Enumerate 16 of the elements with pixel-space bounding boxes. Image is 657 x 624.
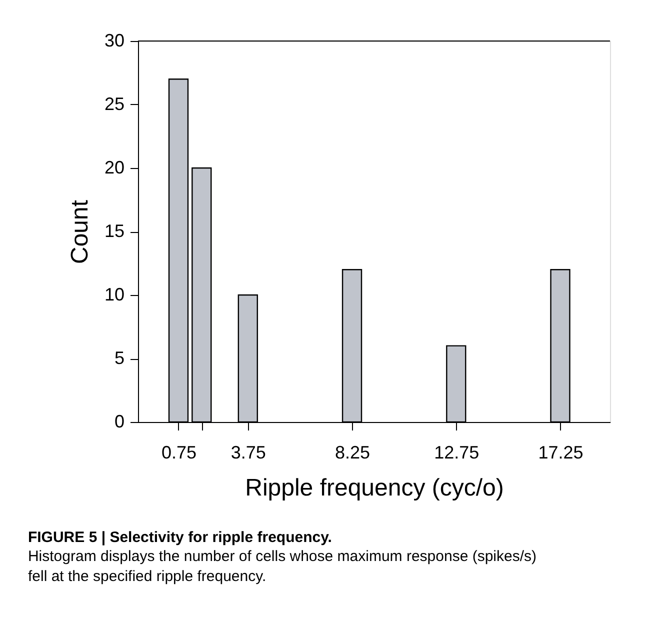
x-tick-label: 8.25: [334, 442, 370, 462]
caption: FIGURE 5 | Selectivity for ripple frequency.: [28, 529, 332, 546]
x-axis-title: Ripple frequency (cyc/o): [245, 474, 504, 502]
y-tick-label: 15: [104, 221, 124, 241]
y-tick-label: 25: [104, 94, 124, 114]
y-tick-label: 0: [114, 412, 124, 432]
y-tick-label: 5: [114, 348, 124, 368]
x-tick-label: 0.75: [161, 442, 197, 462]
x-tick-label: 3.75: [230, 442, 266, 462]
y-tick-label: 10: [104, 284, 124, 304]
y-tick-label: 30: [104, 30, 124, 50]
y-tick-label: 20: [104, 158, 124, 178]
x-tick-label: 17.25: [538, 442, 584, 462]
text: Histogram displays the number of cells whose maximum response (spikes/s) fell at the specified ripple frequency.: [28, 548, 537, 585]
x-tick-label: 12.75: [434, 442, 480, 462]
y-axis-title: Count: [66, 200, 94, 264]
